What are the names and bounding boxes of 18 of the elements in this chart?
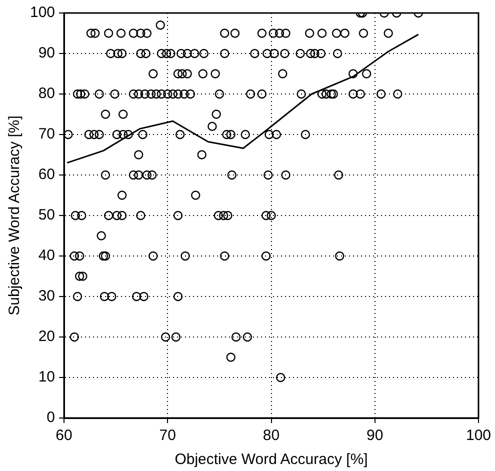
y-tick-label: 10 bbox=[38, 368, 56, 386]
x-tick-label: 90 bbox=[366, 427, 384, 444]
y-tick-label: 90 bbox=[38, 44, 56, 62]
x-tick-label: 70 bbox=[159, 427, 176, 444]
y-tick-label: 40 bbox=[38, 247, 56, 264]
y-tick-label: 60 bbox=[38, 166, 56, 184]
y-tick-label: 80 bbox=[38, 85, 56, 102]
y-tick-label: 0 bbox=[46, 409, 56, 426]
y-tick-label: 20 bbox=[38, 328, 56, 346]
y-tick-label: 30 bbox=[38, 288, 56, 305]
x-tick-label: 80 bbox=[262, 427, 280, 444]
y-tick-label: 50 bbox=[38, 206, 56, 224]
y-axis-title: Subjective Word Accuracy [%] bbox=[6, 116, 24, 316]
y-tick-label: 100 bbox=[30, 4, 56, 22]
x-tick-label: 100 bbox=[466, 427, 491, 444]
x-tick-label: 60 bbox=[56, 427, 72, 444]
x-axis-title: Objective Word Accuracy [%] bbox=[174, 451, 368, 468]
y-tick-label: 70 bbox=[38, 126, 56, 143]
